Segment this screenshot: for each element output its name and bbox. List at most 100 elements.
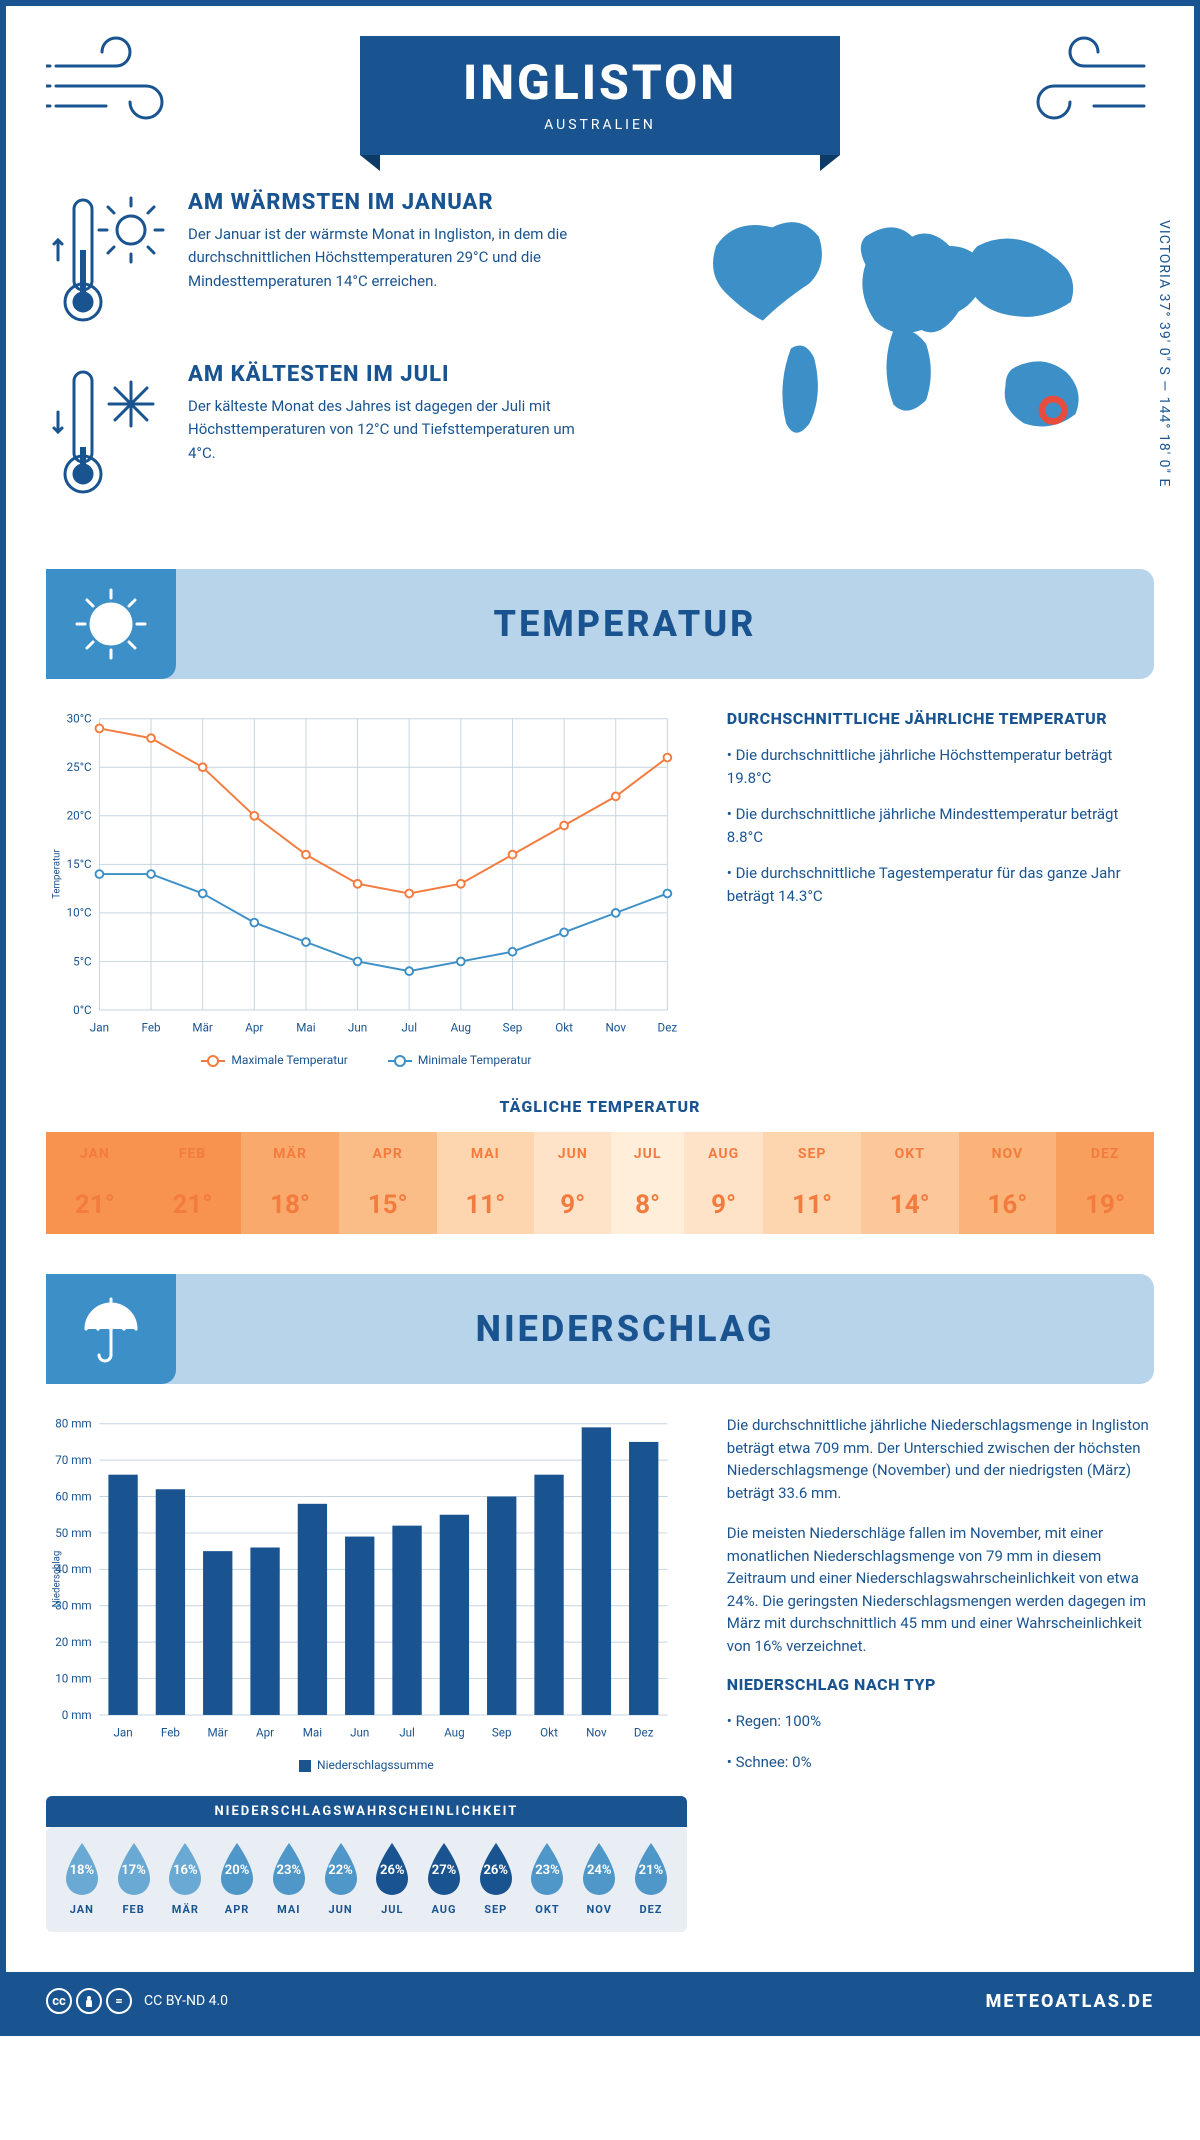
month-header: MAI: [437, 1132, 535, 1176]
thermometer-sun-icon: [46, 190, 166, 334]
svg-text:80 mm: 80 mm: [55, 1417, 91, 1431]
svg-text:Mai: Mai: [303, 1725, 322, 1739]
precip-chart: 0 mm10 mm20 mm30 mm40 mm50 mm60 mm70 mm8…: [46, 1414, 687, 1772]
precip-probability: NIEDERSCHLAGSWAHRSCHEINLICHKEIT 18%JAN17…: [46, 1796, 687, 1932]
svg-text:Dez: Dez: [658, 1020, 678, 1034]
precip-summary: Die durchschnittliche jährliche Niedersc…: [727, 1414, 1154, 1932]
svg-text:Jan: Jan: [113, 1725, 132, 1739]
month-header: JUN: [534, 1132, 611, 1176]
cc-icon: cc: [46, 1988, 72, 2014]
prob-drop: 16%MÄR: [161, 1841, 209, 1916]
svg-text:Jul: Jul: [401, 1020, 417, 1034]
temperature-chart: 0°C5°C10°C15°C20°C25°C30°CJanFebMärAprMa…: [46, 709, 687, 1067]
temp-summary-title: DURCHSCHNITTLICHE JÄHRLICHE TEMPERATUR: [727, 709, 1154, 728]
fact-warmest: AM WÄRMSTEN IM JANUAR Der Januar ist der…: [46, 190, 593, 334]
daily-value: 11°: [763, 1176, 861, 1234]
month-header: SEP: [763, 1132, 861, 1176]
svg-text:Jul: Jul: [399, 1725, 415, 1739]
svg-text:Feb: Feb: [142, 1020, 161, 1034]
svg-text:0°C: 0°C: [73, 1003, 92, 1017]
title-banner: INGLISTON AUSTRALIEN: [360, 36, 840, 155]
prob-drop: 26%SEP: [472, 1841, 520, 1916]
daily-value: 9°: [534, 1176, 611, 1234]
daily-value: 9°: [684, 1176, 764, 1234]
svg-text:20 mm: 20 mm: [55, 1635, 91, 1649]
fact-warm-title: AM WÄRMSTEN IM JANUAR: [188, 190, 593, 215]
precip-type-title: NIEDERSCHLAG NACH TYP: [727, 1675, 1154, 1694]
temp-section-header: TEMPERATUR: [46, 569, 1154, 679]
svg-text:0 mm: 0 mm: [62, 1708, 92, 1722]
fact-cold-text: Der kälteste Monat des Jahres ist dagege…: [188, 395, 593, 465]
month-header: FEB: [144, 1132, 242, 1176]
footer: cc = CC BY-ND 4.0 METEOATLAS.DE: [6, 1972, 1194, 2030]
month-header: DEZ: [1056, 1132, 1154, 1176]
month-header: JAN: [46, 1132, 144, 1176]
svg-text:Mär: Mär: [192, 1020, 212, 1034]
svg-text:30°C: 30°C: [67, 712, 92, 726]
wind-icon: [1014, 36, 1154, 136]
svg-text:10 mm: 10 mm: [55, 1672, 91, 1686]
intro-row: AM WÄRMSTEN IM JANUAR Der Januar ist der…: [46, 190, 1154, 534]
svg-text:10°C: 10°C: [67, 906, 92, 920]
svg-text:Mai: Mai: [296, 1020, 315, 1034]
svg-text:Aug: Aug: [444, 1725, 465, 1739]
precip-legend: Niederschlagssumme: [46, 1758, 687, 1772]
svg-text:Jun: Jun: [348, 1020, 367, 1034]
city-title: INGLISTON: [376, 54, 824, 111]
country-subtitle: AUSTRALIEN: [376, 117, 824, 133]
precip-p2: Die meisten Niederschläge fallen im Nove…: [727, 1522, 1154, 1657]
daily-value: 8°: [611, 1176, 684, 1234]
svg-text:Okt: Okt: [555, 1020, 573, 1034]
daily-value: 16°: [959, 1176, 1057, 1234]
prob-drop: 17%FEB: [110, 1841, 158, 1916]
precip-title: NIEDERSCHLAG: [176, 1308, 1154, 1350]
temp-bullet: • Die durchschnittliche jährliche Mindes…: [727, 803, 1154, 848]
prob-drop: 18%JAN: [58, 1841, 106, 1916]
svg-text:Jan: Jan: [90, 1020, 109, 1034]
prob-title: NIEDERSCHLAGSWAHRSCHEINLICHKEIT: [46, 1796, 687, 1827]
prob-drop: 22%JUN: [317, 1841, 365, 1916]
month-header: NOV: [959, 1132, 1057, 1176]
world-map: VICTORIA 37° 39' 0" S — 144° 18' 0" E: [633, 190, 1154, 534]
svg-text:Dez: Dez: [634, 1725, 654, 1739]
license-text: CC BY-ND 4.0: [144, 1993, 228, 2009]
svg-text:Aug: Aug: [451, 1020, 471, 1034]
temp-bullet: • Die durchschnittliche jährliche Höchst…: [727, 744, 1154, 789]
month-header: JUL: [611, 1132, 684, 1176]
legend-precip: Niederschlagssumme: [317, 1758, 434, 1772]
svg-text:Sep: Sep: [492, 1725, 512, 1739]
precip-type-bullet: • Regen: 100%: [727, 1710, 1154, 1733]
nd-icon: =: [106, 1988, 132, 2014]
sun-icon: [46, 569, 176, 679]
daily-value: 21°: [46, 1176, 144, 1234]
daily-value: 11°: [437, 1176, 535, 1234]
temp-title: TEMPERATUR: [176, 603, 1154, 645]
svg-text:Sep: Sep: [503, 1020, 523, 1034]
prob-drop: 23%OKT: [524, 1841, 572, 1916]
month-header: APR: [339, 1132, 437, 1176]
svg-text:50 mm: 50 mm: [55, 1526, 91, 1540]
month-header: AUG: [684, 1132, 764, 1176]
daily-temp-title: TÄGLICHE TEMPERATUR: [46, 1097, 1154, 1116]
temp-summary: DURCHSCHNITTLICHE JÄHRLICHE TEMPERATUR •…: [727, 709, 1154, 1067]
precip-section-header: NIEDERSCHLAG: [46, 1274, 1154, 1384]
thermometer-snow-icon: [46, 362, 166, 506]
prob-drop: 24%NOV: [575, 1841, 623, 1916]
prob-drop: 26%JUL: [368, 1841, 416, 1916]
svg-text:Niederschlag: Niederschlag: [52, 1551, 63, 1608]
prob-drop: 23%MAI: [265, 1841, 313, 1916]
temp-legend: Maximale Temperatur Minimale Temperatur: [46, 1053, 687, 1067]
svg-text:20°C: 20°C: [67, 809, 92, 823]
svg-text:Nov: Nov: [586, 1725, 607, 1739]
umbrella-icon: [46, 1274, 176, 1384]
by-icon: [76, 1988, 102, 2014]
site-name: METEOATLAS.DE: [986, 1991, 1154, 2012]
fact-warm-text: Der Januar ist der wärmste Monat in Ingl…: [188, 223, 593, 293]
prob-drop: 20%APR: [213, 1841, 261, 1916]
wind-icon: [46, 36, 186, 136]
svg-text:Temperatur: Temperatur: [52, 848, 63, 898]
svg-text:Jun: Jun: [350, 1725, 369, 1739]
svg-text:5°C: 5°C: [73, 954, 92, 968]
svg-text:Apr: Apr: [245, 1020, 263, 1034]
header: INGLISTON AUSTRALIEN: [46, 36, 1154, 155]
